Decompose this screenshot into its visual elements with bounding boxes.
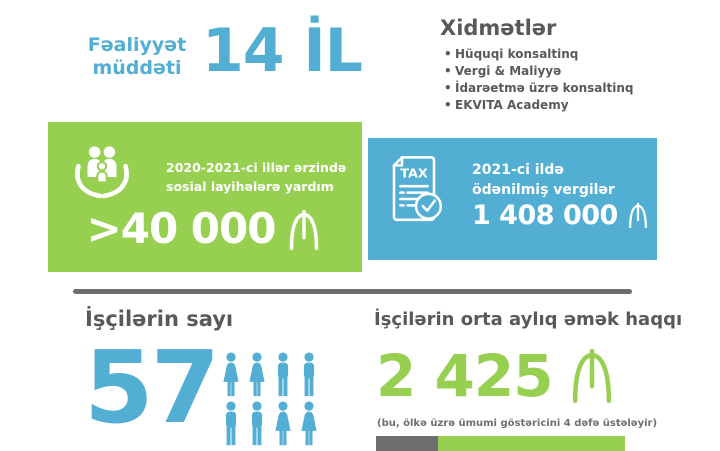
tax-document-icon: TAX [392, 156, 443, 222]
taxes-amount-value: 1 408 000 [472, 200, 618, 231]
activity-label-line2: müddəti [92, 57, 182, 80]
activity-duration-label: Fəaliyyət müddəti [82, 34, 192, 80]
social-aid-card: 2020-2021-ci illər ərzində sosial layihə… [48, 122, 362, 272]
social-aid-amount-value: >40 000 [86, 204, 277, 253]
employees-count: 57 [84, 329, 220, 446]
services-title: Xidmətlər [440, 16, 557, 40]
salary-ratio-bar [376, 436, 625, 451]
taxes-card: TAX 2021-ci ildə ödənilmiş vergilər 1 40… [368, 138, 657, 260]
family-in-hands-icon [75, 146, 129, 199]
salary-title: İşçilərin orta aylıq əmək haqqı [374, 309, 683, 330]
taxes-label: 2021-ci ildə ödənilmiş vergilər [472, 160, 615, 201]
male-person-icon [219, 401, 243, 447]
manat-icon [628, 203, 647, 228]
activity-label-line1: Fəaliyyət [87, 34, 187, 56]
female-person-icon [245, 352, 269, 398]
section-divider [73, 289, 632, 294]
services-section: Xidmətlər Hüquqi konsaltinq Vergi & Mali… [440, 16, 633, 116]
female-person-icon [271, 401, 295, 447]
service-item: Hüquqi konsaltinq [444, 48, 633, 62]
social-aid-label-line2: sosial layihələrə yardım [166, 179, 334, 195]
people-grid [219, 352, 321, 447]
service-item: Vergi & Maliyyə [444, 65, 633, 79]
male-person-icon [271, 352, 295, 398]
activity-duration-value: 14 İL [202, 16, 363, 86]
female-person-icon [297, 401, 321, 447]
taxes-label-line2: ödənilmiş vergilər [472, 182, 615, 199]
service-item: EKVITA Academy [444, 99, 633, 113]
social-aid-label-line1: 2020-2021-ci illər ərzində [166, 160, 347, 175]
taxes-label-line1: 2021-ci ildə [472, 162, 564, 178]
salary-amount: 2 425 [376, 347, 617, 405]
social-aid-label: 2020-2021-ci illər ərzində sosial layihə… [166, 158, 346, 197]
social-aid-amount: >40 000 [48, 208, 362, 250]
salary-amount-value: 2 425 [376, 342, 554, 410]
salary-note: (bu, ölkə üzrə ümumi göstəricini 4 dəfə … [377, 418, 658, 429]
manat-icon [572, 349, 611, 403]
services-list: Hüquqi konsaltinq Vergi & Maliyyə İdarəe… [440, 48, 633, 113]
taxes-amount: 1 408 000 [472, 202, 650, 229]
employees-title: İşçilərin sayı [85, 307, 234, 331]
male-person-icon [245, 401, 269, 447]
male-person-icon [297, 352, 321, 398]
manat-icon [290, 210, 319, 250]
female-person-icon [219, 352, 243, 398]
tax-icon-text: TAX [400, 166, 428, 181]
ratio-bar-country [376, 436, 439, 451]
service-item: İdarəetmə üzrə konsaltinq [444, 82, 633, 96]
ratio-bar-company [438, 436, 625, 451]
